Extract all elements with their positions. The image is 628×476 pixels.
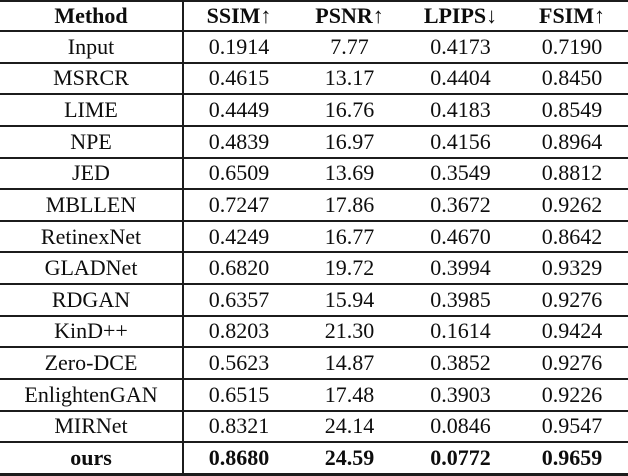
table-row: MSRCR 0.4615 13.17 0.4404 0.8450 [0,61,628,95]
value-cell: 0.4173 [405,30,516,63]
table-row: ours 0.8680 24.59 0.0772 0.9659 [0,441,628,475]
value-cell: 0.0772 [405,441,516,475]
value-cell: 0.4249 [183,219,294,253]
table-row: LIME 0.4449 16.76 0.4183 0.8549 [0,93,628,126]
method-cell: NPE [0,124,184,158]
value-cell: 0.3903 [405,377,516,411]
value-cell: 17.48 [294,377,405,411]
table-row: Input 0.1914 7.77 0.4173 0.7190 [0,30,628,63]
value-cell: 17.86 [294,188,405,221]
col-header-psnr: PSNR↑ [315,3,384,28]
table-body: Input 0.1914 7.77 0.4173 0.7190 MSRCR 0.4615 13… [0,30,628,475]
value-cell: 16.97 [294,124,405,158]
value-cell: 0.6515 [183,377,294,411]
col-header-ssim: SSIM↑ [206,3,272,28]
value-cell: 0.9226 [516,377,628,411]
value-cell: 0.9276 [516,283,628,316]
method-cell: ours [0,441,184,475]
method-cell: MBLLEN [0,188,184,221]
value-cell: 0.0846 [405,409,516,443]
value-cell: 0.6357 [183,283,294,316]
table-row: EnlightenGAN 0.6515 17.48 0.3903 0.9226 [0,377,628,411]
value-cell: 0.5623 [183,346,294,379]
value-cell: 0.8964 [516,124,628,158]
method-cell: KinD++ [0,314,184,348]
method-cell: Input [0,30,184,63]
value-cell: 21.30 [294,314,405,348]
table-row: KinD++ 0.8203 21.30 0.1614 0.9424 [0,314,628,348]
method-cell: RDGAN [0,283,184,316]
value-cell: 0.4156 [405,124,516,158]
value-cell: 16.77 [294,219,405,253]
value-cell: 0.4839 [183,124,294,158]
method-cell: JED [0,156,184,190]
value-cell: 0.8642 [516,219,628,253]
value-cell: 0.1614 [405,314,516,348]
value-cell: 15.94 [294,283,405,316]
method-cell: RetinexNet [0,219,184,253]
value-cell: 0.3852 [405,346,516,379]
value-cell: 0.8203 [183,314,294,348]
value-cell: 0.4670 [405,219,516,253]
value-cell: 0.3994 [405,251,516,284]
value-cell: 0.8680 [183,441,294,475]
value-cell: 0.8812 [516,156,628,190]
method-cell: MSRCR [0,61,184,95]
value-cell: 24.59 [294,441,405,475]
value-cell: 19.72 [294,251,405,284]
value-cell: 0.6820 [183,251,294,284]
col-header-lpips: LPIPS↓ [423,3,498,28]
value-cell: 13.69 [294,156,405,190]
method-cell: GLADNet [0,251,184,284]
value-cell: 13.17 [294,61,405,95]
table-row: NPE 0.4839 16.97 0.4156 0.8964 [0,124,628,158]
value-cell: 0.9547 [516,409,628,443]
value-cell: 0.1914 [183,30,294,63]
table-row: RetinexNet 0.4249 16.77 0.4670 0.8642 [0,219,628,253]
header-row: Method SSIM↑ PSNR↑ LPIPS↓ FSIM↑ [0,1,628,31]
table-header: Method SSIM↑ PSNR↑ LPIPS↓ FSIM↑ [0,1,628,31]
value-cell: 7.77 [294,30,405,63]
value-cell: 0.9329 [516,251,628,284]
value-cell: 24.14 [294,409,405,443]
table-row: GLADNet 0.6820 19.72 0.3994 0.9329 [0,251,628,284]
value-cell: 0.3985 [405,283,516,316]
value-cell: 0.4615 [183,61,294,95]
value-cell: 0.9659 [516,441,628,475]
value-cell: 0.6509 [183,156,294,190]
table-row: MIRNet 0.8321 24.14 0.0846 0.9547 [0,409,628,443]
value-cell: 0.4404 [405,61,516,95]
value-cell: 0.7190 [516,30,628,63]
method-cell: Zero-DCE [0,346,184,379]
method-cell: EnlightenGAN [0,377,184,411]
table-row: RDGAN 0.6357 15.94 0.3985 0.9276 [0,283,628,316]
value-cell: 14.87 [294,346,405,379]
value-cell: 0.8450 [516,61,628,95]
value-cell: 0.3549 [405,156,516,190]
value-cell: 16.76 [294,93,405,126]
col-header-fsim: FSIM↑ [539,3,605,28]
value-cell: 0.8321 [183,409,294,443]
col-header-method: Method [0,1,184,31]
table-row: Zero-DCE 0.5623 14.87 0.3852 0.9276 [0,346,628,379]
value-cell: 0.4449 [183,93,294,126]
value-cell: 0.8549 [516,93,628,126]
method-cell: LIME [0,93,184,126]
value-cell: 0.9424 [516,314,628,348]
value-cell: 0.9276 [516,346,628,379]
table-row: JED 0.6509 13.69 0.3549 0.8812 [0,156,628,190]
table-row: MBLLEN 0.7247 17.86 0.3672 0.9262 [0,188,628,221]
value-cell: 0.9262 [516,188,628,221]
value-cell: 0.7247 [183,188,294,221]
value-cell: 0.3672 [405,188,516,221]
method-cell: MIRNet [0,409,184,443]
value-cell: 0.4183 [405,93,516,126]
